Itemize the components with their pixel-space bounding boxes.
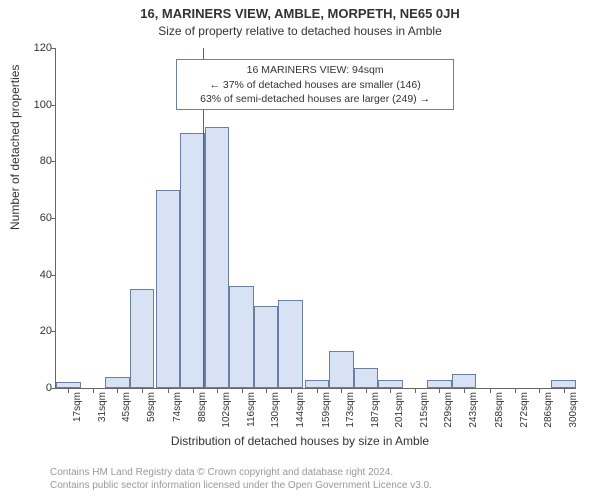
x-tick-mark	[564, 388, 565, 393]
histogram-bar	[205, 127, 230, 388]
x-tick-mark	[415, 388, 416, 393]
x-tick-mark	[341, 388, 342, 393]
x-tick-label: 74sqm	[172, 392, 183, 422]
x-tick-mark	[515, 388, 516, 393]
histogram-bar	[278, 300, 303, 388]
chart-container: 16, MARINERS VIEW, AMBLE, MORPETH, NE65 …	[0, 0, 600, 500]
y-tick-mark	[51, 275, 56, 276]
x-axis-label: Distribution of detached houses by size …	[0, 434, 600, 448]
x-tick-mark	[68, 388, 69, 393]
x-tick-label: 286sqm	[543, 392, 554, 428]
y-tick-mark	[51, 48, 56, 49]
x-tick-label: 215sqm	[419, 392, 430, 428]
x-tick-label: 300sqm	[568, 392, 579, 428]
x-tick-label: 130sqm	[270, 392, 281, 428]
x-tick-label: 45sqm	[121, 392, 132, 422]
y-tick-mark	[51, 388, 56, 389]
x-tick-mark	[242, 388, 243, 393]
histogram-bar	[452, 374, 477, 388]
chart-title-address: 16, MARINERS VIEW, AMBLE, MORPETH, NE65 …	[0, 6, 600, 21]
x-tick-mark	[490, 388, 491, 393]
histogram-bar	[130, 289, 155, 388]
y-axis-label: Number of detached properties	[8, 65, 22, 230]
annotation-box: 16 MARINERS VIEW: 94sqm← 37% of detached…	[176, 59, 454, 110]
histogram-bar	[427, 380, 452, 389]
y-tick-label: 20	[22, 325, 52, 337]
x-tick-mark	[266, 388, 267, 393]
histogram-bar	[551, 380, 576, 389]
x-tick-label: 59sqm	[146, 392, 157, 422]
x-tick-mark	[464, 388, 465, 393]
histogram-bar	[156, 190, 181, 388]
attribution-text: Contains HM Land Registry data © Crown c…	[50, 466, 432, 492]
x-tick-label: 229sqm	[443, 392, 454, 428]
chart-subtitle: Size of property relative to detached ho…	[0, 24, 600, 38]
x-tick-label: 173sqm	[345, 392, 356, 428]
x-tick-mark	[390, 388, 391, 393]
histogram-bar	[254, 306, 279, 388]
y-tick-label: 80	[22, 155, 52, 167]
x-tick-mark	[539, 388, 540, 393]
x-tick-label: 144sqm	[295, 392, 306, 428]
annotation-line2: ← 37% of detached houses are smaller (14…	[183, 78, 447, 92]
histogram-bar	[229, 286, 254, 388]
annotation-line1: 16 MARINERS VIEW: 94sqm	[183, 63, 447, 77]
x-tick-mark	[93, 388, 94, 393]
y-tick-mark	[51, 218, 56, 219]
x-tick-label: 102sqm	[221, 392, 232, 428]
x-tick-mark	[193, 388, 194, 393]
x-tick-label: 116sqm	[246, 392, 257, 427]
histogram-bar	[354, 368, 379, 388]
y-tick-label: 120	[22, 42, 52, 54]
x-tick-mark	[291, 388, 292, 393]
x-tick-label: 201sqm	[394, 392, 405, 428]
x-tick-mark	[217, 388, 218, 393]
histogram-bar	[180, 133, 205, 388]
x-tick-mark	[142, 388, 143, 393]
x-tick-label: 159sqm	[321, 392, 332, 428]
x-tick-label: 272sqm	[519, 392, 530, 428]
attribution-line2: Contains public sector information licen…	[50, 479, 432, 492]
annotation-line3: 63% of semi-detached houses are larger (…	[183, 92, 447, 106]
x-tick-mark	[366, 388, 367, 393]
y-tick-mark	[51, 105, 56, 106]
y-tick-label: 0	[22, 382, 52, 394]
x-tick-label: 243sqm	[468, 392, 479, 428]
x-tick-mark	[117, 388, 118, 393]
x-tick-mark	[317, 388, 318, 393]
y-tick-mark	[51, 161, 56, 162]
y-tick-label: 60	[22, 212, 52, 224]
x-tick-label: 31sqm	[97, 392, 108, 422]
attribution-line1: Contains HM Land Registry data © Crown c…	[50, 466, 432, 479]
histogram-bar	[105, 377, 130, 388]
x-tick-label: 88sqm	[197, 392, 208, 422]
x-tick-label: 258sqm	[494, 392, 505, 428]
plot-inner: 02040608010012017sqm31sqm45sqm59sqm74sqm…	[55, 48, 576, 389]
plot-area: 02040608010012017sqm31sqm45sqm59sqm74sqm…	[55, 48, 575, 388]
y-tick-label: 40	[22, 269, 52, 281]
histogram-bar	[305, 380, 330, 389]
histogram-bar	[329, 351, 354, 388]
histogram-bar	[378, 380, 403, 389]
x-tick-label: 187sqm	[370, 392, 381, 428]
y-tick-mark	[51, 331, 56, 332]
y-tick-label: 100	[22, 99, 52, 111]
x-tick-mark	[168, 388, 169, 393]
x-tick-mark	[439, 388, 440, 393]
x-tick-label: 17sqm	[72, 392, 83, 422]
